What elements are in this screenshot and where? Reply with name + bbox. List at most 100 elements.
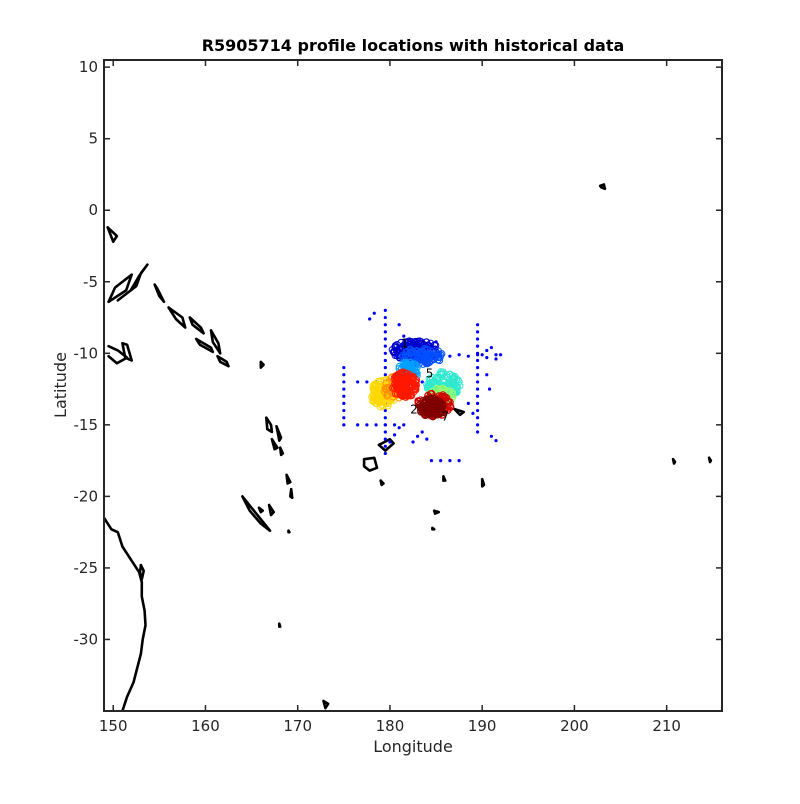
coastline xyxy=(277,622,282,628)
historical-point xyxy=(356,380,360,384)
historical-point xyxy=(383,351,387,355)
historical-point xyxy=(475,416,480,420)
coastline xyxy=(288,487,294,500)
profile-point xyxy=(436,374,444,382)
coastline xyxy=(194,337,215,354)
coastline xyxy=(257,506,265,514)
historical-point xyxy=(383,344,387,348)
axis-ticks: 150 160 170 180 190 200 2101050-5-10-15-20-25-… xyxy=(74,58,722,735)
historical-point xyxy=(475,380,480,384)
profile-point xyxy=(428,373,436,382)
profile-point xyxy=(451,372,459,381)
profile-point xyxy=(392,346,401,355)
historical-point xyxy=(342,416,346,420)
historical-point xyxy=(383,373,387,377)
coastline xyxy=(671,457,677,465)
profile-point xyxy=(381,384,389,393)
profile-point xyxy=(406,361,415,370)
historical-point xyxy=(383,358,387,363)
profile-point xyxy=(395,386,403,395)
coastline xyxy=(287,529,291,534)
historical-point xyxy=(342,401,346,405)
historical-point xyxy=(475,401,480,405)
y-tick-label: 0 xyxy=(88,201,98,219)
historical-point xyxy=(487,387,492,391)
profile-point xyxy=(397,379,405,387)
historical-point xyxy=(420,380,424,384)
historical-point xyxy=(475,373,480,377)
profile-point xyxy=(446,398,454,406)
profile-point xyxy=(393,340,401,349)
historical-point xyxy=(383,416,387,420)
coastline xyxy=(432,509,441,515)
profile-point xyxy=(371,388,380,397)
historical-point xyxy=(475,344,480,348)
x-axis-label: Longitude xyxy=(373,737,453,756)
profile-point xyxy=(412,381,421,389)
profile-number-label: 7 xyxy=(441,410,449,424)
profile-point xyxy=(430,341,439,349)
historical-point xyxy=(457,353,461,357)
profile-point xyxy=(408,383,416,391)
coastline xyxy=(264,416,274,434)
coastline xyxy=(267,503,276,517)
historical-point xyxy=(485,373,489,377)
historical-point xyxy=(420,430,424,434)
x-tick-label: 170 xyxy=(283,717,312,735)
profile-point xyxy=(435,397,443,406)
historical-point xyxy=(383,430,387,434)
historical-point xyxy=(494,357,498,361)
historical-point xyxy=(392,423,397,427)
profile-point xyxy=(403,362,412,370)
historical-point xyxy=(494,438,498,443)
y-tick-label: -20 xyxy=(74,487,99,505)
coastline xyxy=(138,563,145,581)
historical-point xyxy=(342,394,346,398)
y-tick-label: -15 xyxy=(74,416,99,434)
profile-point xyxy=(435,409,444,417)
coastline xyxy=(188,316,205,335)
historical-point xyxy=(411,440,415,444)
coastline xyxy=(377,437,395,452)
profile-point xyxy=(423,409,431,417)
historical-point xyxy=(489,345,494,350)
historical-point xyxy=(383,366,387,370)
x-tick-label: 160 xyxy=(191,717,220,735)
historical-point xyxy=(466,354,470,358)
coastline xyxy=(278,446,285,457)
historical-point xyxy=(485,348,489,353)
profile-point xyxy=(427,347,436,355)
historical-point xyxy=(397,426,401,430)
profile-point xyxy=(416,400,424,409)
historical-point xyxy=(383,423,387,427)
profile-point xyxy=(384,402,392,410)
historical-point xyxy=(457,459,461,463)
profile-point xyxy=(412,347,421,355)
historical-point xyxy=(499,353,503,357)
coastline xyxy=(241,495,272,533)
profile-number-label: 1 xyxy=(401,337,409,351)
coastline xyxy=(116,263,149,302)
coastline xyxy=(275,424,283,442)
profile-point xyxy=(406,337,415,346)
profile-point xyxy=(432,398,440,406)
historical-point xyxy=(374,423,378,427)
historical-point xyxy=(383,451,387,456)
x-tick-label: 180 xyxy=(376,717,405,735)
historical-point xyxy=(397,323,401,327)
coastline xyxy=(453,407,466,417)
historical-point xyxy=(429,459,434,463)
coastline xyxy=(153,283,166,304)
historical-point xyxy=(475,387,480,391)
historical-point xyxy=(383,408,387,413)
profile-point xyxy=(402,338,410,346)
coastline xyxy=(216,354,230,368)
profile-point xyxy=(448,388,456,397)
profile-point xyxy=(441,393,449,401)
historical-point xyxy=(342,387,346,391)
historical-point xyxy=(416,434,420,438)
coastline xyxy=(431,526,436,531)
y-tick-label: 5 xyxy=(88,130,98,148)
x-tick-label: 200 xyxy=(560,717,589,735)
